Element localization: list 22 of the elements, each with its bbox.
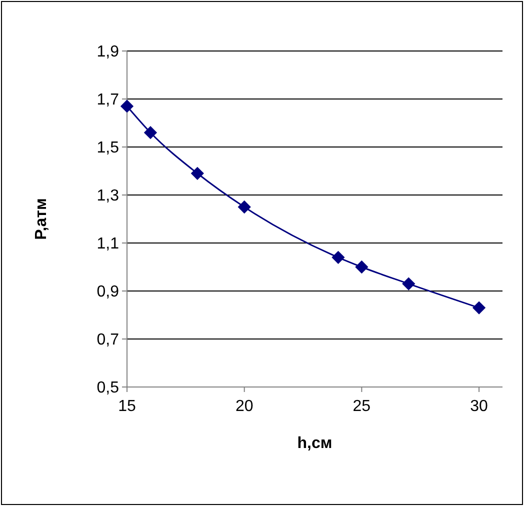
x-tick-label: 20: [235, 398, 254, 415]
y-tick-label: 1,1: [96, 236, 120, 253]
point: [190, 166, 204, 180]
point: [332, 250, 345, 264]
x-axis-title: h,см: [297, 435, 332, 452]
point: [472, 301, 486, 314]
y-tick-label: 0,5: [96, 380, 120, 397]
point: [238, 200, 251, 214]
x-tick-label: 25: [352, 398, 371, 415]
y-tick-label: 1,9: [96, 44, 120, 61]
point: [402, 277, 416, 290]
point: [120, 100, 134, 113]
x-tick-label: 15: [118, 398, 136, 415]
y-tick-label: 1,5: [96, 140, 120, 157]
y-tick-label: 0,9: [96, 284, 120, 301]
x-tick-label: 30: [470, 398, 488, 415]
y-tick-label: 0,7: [96, 332, 120, 349]
y-tick-label: 1,3: [96, 188, 120, 205]
point: [355, 260, 368, 274]
point: [144, 126, 158, 140]
y-axis-title: P,атм: [33, 198, 50, 240]
y-tick-label: 1,7: [96, 92, 120, 109]
